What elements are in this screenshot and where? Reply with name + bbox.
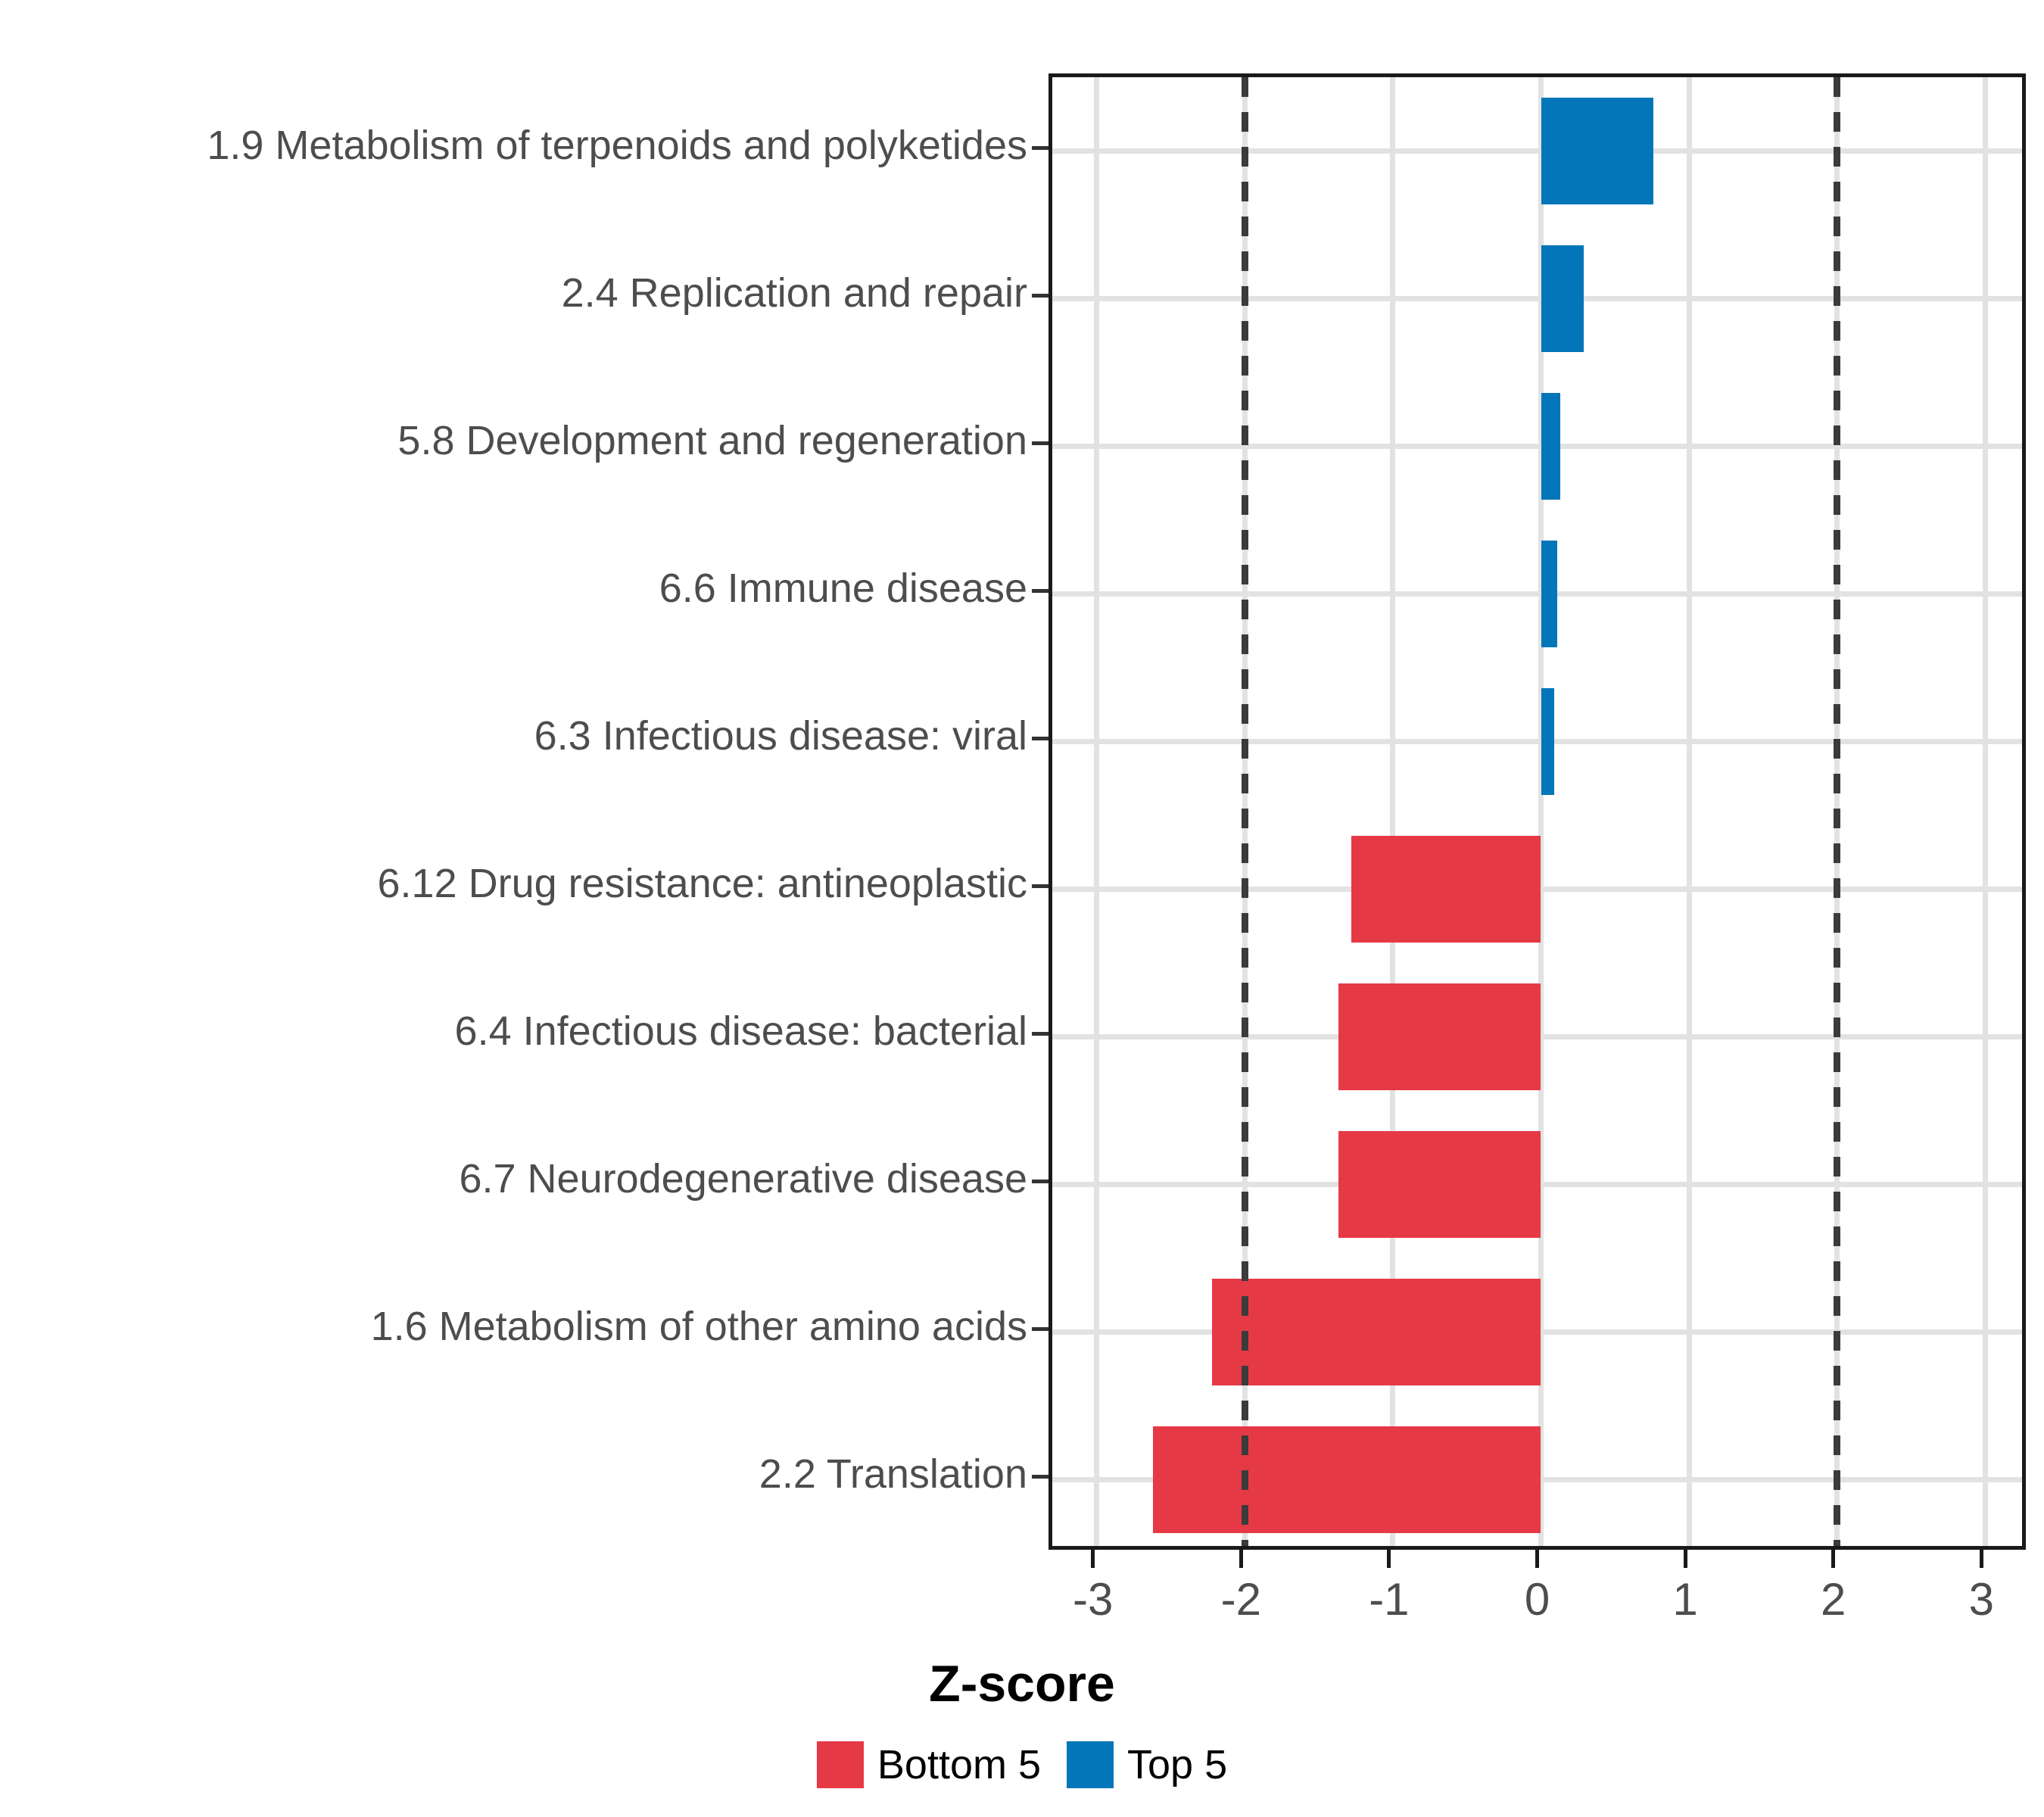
bar-bottom5[interactable] [1351,836,1541,943]
y-axis-tick-label: 6.4 Infectious disease: bacterial [454,1008,1027,1054]
y-axis-tick-label: 6.3 Infectious disease: viral [534,712,1027,759]
legend-swatch [816,1741,864,1788]
y-axis-tick-label: 5.8 Development and regeneration [397,417,1027,463]
gridline-vertical [1094,77,1100,1546]
x-axis-tick-label: -1 [1369,1574,1410,1625]
y-axis-tick-mark [1032,1474,1048,1479]
x-axis-tick-mark [1387,1550,1391,1568]
bar-top5[interactable] [1541,98,1654,204]
x-axis-tick-label: 1 [1672,1574,1698,1625]
gridline-vertical [1982,77,1988,1546]
y-axis-tick-mark [1032,1326,1048,1331]
x-axis-tick-label: 2 [1821,1574,1846,1625]
gridline-horizontal [1052,591,2022,597]
y-axis-tick-mark [1032,441,1048,445]
y-axis-tick-label: 2.2 Translation [759,1451,1027,1497]
x-axis-tick-mark [1979,1550,1983,1568]
gridline-vertical [1686,77,1692,1546]
bar-top5[interactable] [1541,541,1558,647]
x-axis-title: Z-score [929,1655,1115,1713]
legend-item[interactable]: Top 5 [1067,1741,1227,1788]
y-axis-tick-label: 1.9 Metabolism of terpenoids and polyket… [207,122,1027,168]
gridline-vertical [1390,77,1396,1546]
bar-bottom5[interactable] [1153,1426,1541,1533]
y-axis-tick-mark [1032,1031,1048,1036]
reference-line [1241,77,1248,1546]
x-axis-tick-mark [1535,1550,1539,1568]
legend-label: Top 5 [1127,1742,1228,1787]
bar-top5[interactable] [1541,393,1560,500]
bar-top5[interactable] [1541,245,1584,352]
y-axis-tick-mark [1032,736,1048,740]
reference-line [1834,77,1841,1546]
chart-legend: Bottom 5 Top 5 [0,1741,2044,1788]
x-axis-tick-mark [1683,1550,1687,1568]
x-axis-tick-mark [1239,1550,1243,1568]
bar-bottom5[interactable] [1338,1131,1541,1238]
y-axis-tick-mark [1032,293,1048,298]
bar-top5[interactable] [1541,688,1555,795]
gridline-horizontal [1052,739,2022,744]
gridline-vertical [1538,77,1544,1546]
y-axis-tick-label: 6.6 Immune disease [659,565,1027,611]
x-axis-tick-mark [1091,1550,1095,1568]
bar-bottom5[interactable] [1338,983,1541,1090]
bar-bottom5[interactable] [1212,1279,1541,1385]
y-axis-tick-mark [1032,588,1048,593]
y-axis-tick-mark [1032,884,1048,888]
legend-swatch [1067,1741,1114,1788]
legend-item[interactable]: Bottom 5 [816,1741,1041,1788]
y-axis-tick-label: 2.4 Replication and repair [561,270,1027,316]
legend-label: Bottom 5 [877,1742,1041,1787]
gridline-horizontal [1052,444,2022,449]
plot-inner [1052,77,2022,1546]
y-axis-tick-label: 6.7 Neurodegenerative disease [459,1155,1027,1201]
x-axis-tick-mark [1831,1550,1836,1568]
x-axis-tick-label: 0 [1524,1574,1550,1625]
x-axis-tick-label: 3 [1968,1574,1994,1625]
y-axis-tick-mark [1032,145,1048,150]
x-axis-tick-label: -2 [1220,1574,1261,1625]
gridline-horizontal [1052,148,2022,154]
y-axis-tick-mark [1032,1179,1048,1183]
gridline-horizontal [1052,296,2022,301]
x-axis-tick-label: -3 [1072,1574,1114,1625]
y-axis-tick-label: 1.6 Metabolism of other amino acids [370,1303,1027,1349]
y-axis-tick-label: 6.12 Drug resistance: antineoplastic [377,860,1028,906]
plot-panel [1048,73,2026,1550]
